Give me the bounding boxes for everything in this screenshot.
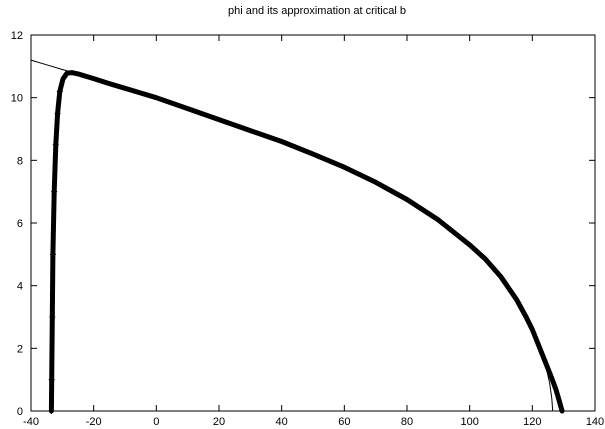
- chart-title: phi and its approximation at critical b: [228, 5, 406, 17]
- x-tick-label: 60: [338, 416, 350, 428]
- series-phi-marker: [49, 251, 56, 258]
- series-phi-marker: [48, 408, 55, 414]
- plot-frame: [30, 34, 596, 412]
- axis-ticks: -40 -20 0 20 40 60 80 100 120 140 0 2 4 6 8 10 12: [11, 30, 604, 428]
- y-tick-label: 2: [17, 343, 23, 355]
- series-layer: [30, 59, 565, 414]
- series-phi-marker: [52, 141, 59, 148]
- x-tick-label: -40: [23, 416, 39, 428]
- x-tick-label: 140: [586, 416, 604, 428]
- x-tick-label: 120: [523, 416, 541, 428]
- x-tick-label: 80: [401, 416, 413, 428]
- series-approximation-line: [30, 59, 554, 412]
- series-phi-marker: [56, 88, 63, 95]
- x-tick-label: 0: [153, 416, 159, 428]
- x-tick-label: 40: [276, 416, 288, 428]
- y-tick-label: 8: [17, 155, 23, 167]
- y-tick-label: 10: [11, 93, 23, 105]
- series-phi-marker: [54, 110, 61, 117]
- series-phi-line: [48, 70, 565, 414]
- y-tick-label: 0: [17, 406, 23, 418]
- series-phi-marker: [51, 188, 58, 195]
- series-phi-marker: [49, 314, 56, 320]
- y-tick-label: 6: [17, 218, 23, 230]
- y-tick-label: 4: [17, 281, 23, 293]
- x-tick-label: -20: [86, 416, 102, 428]
- y-tick-label: 12: [11, 30, 23, 42]
- series-phi-marker: [48, 376, 55, 383]
- x-tick-label: 20: [213, 416, 225, 428]
- x-tick-label: 100: [460, 416, 478, 428]
